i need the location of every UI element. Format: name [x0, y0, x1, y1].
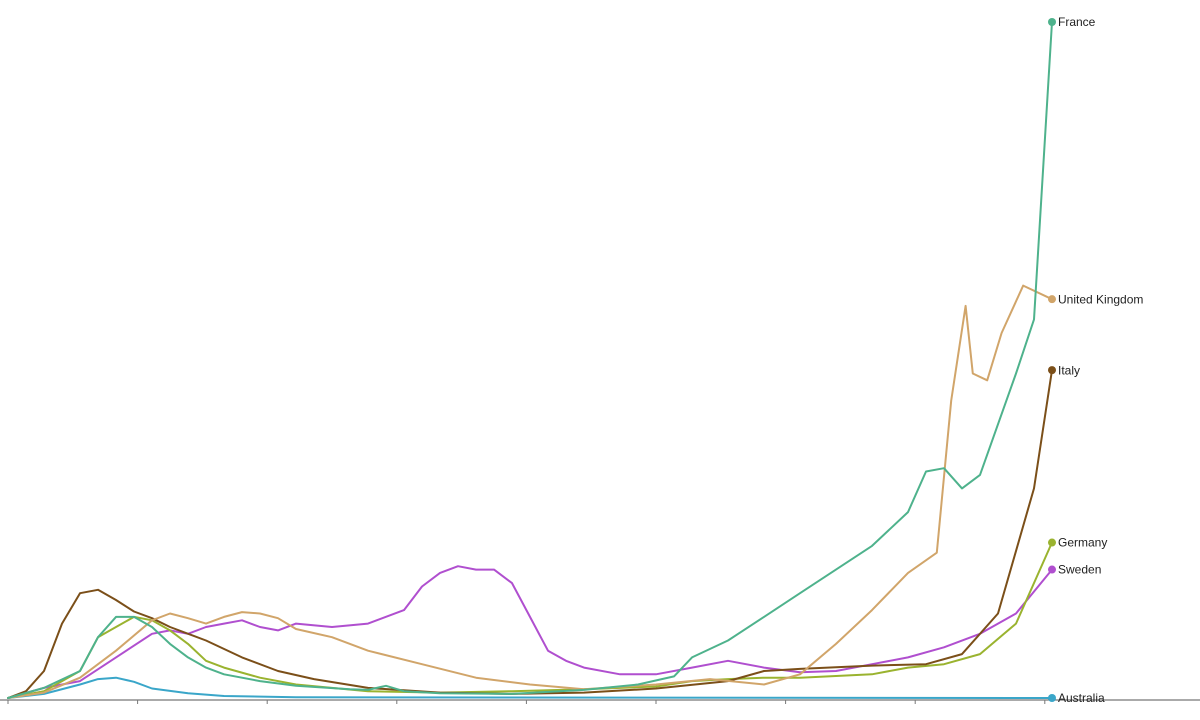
series-end-marker-germany: [1048, 538, 1056, 547]
series-labels: Australia Sweden Germany Italy United Kingdo…: [1058, 15, 1143, 705]
series-end-marker-sweden: [1048, 565, 1056, 574]
series-line-germany: [7, 541, 1053, 699]
series-end-marker-united-kingdom: [1048, 295, 1056, 304]
x-axis: [0, 699, 1200, 704]
series-label-france: France: [1058, 15, 1096, 29]
series-end-marker-france: [1048, 18, 1056, 26]
series-end-marker-australia: [1048, 694, 1056, 702]
series-line-france: [7, 21, 1053, 699]
series-line-australia: [7, 676, 1053, 699]
series-lines: [7, 21, 1053, 699]
series-end-markers: [1048, 18, 1056, 702]
series-label-italy: Italy: [1058, 363, 1080, 377]
series-line-italy: [7, 369, 1053, 699]
series-end-marker-italy: [1048, 366, 1056, 375]
series-line-united-kingdom: [7, 284, 1053, 699]
series-label-united-kingdom: United Kingdom: [1058, 292, 1143, 306]
series-label-australia: Australia: [1058, 691, 1105, 705]
series-label-germany: Germany: [1058, 536, 1107, 550]
series-label-sweden: Sweden: [1058, 563, 1101, 577]
series-line-sweden: [7, 565, 1053, 699]
